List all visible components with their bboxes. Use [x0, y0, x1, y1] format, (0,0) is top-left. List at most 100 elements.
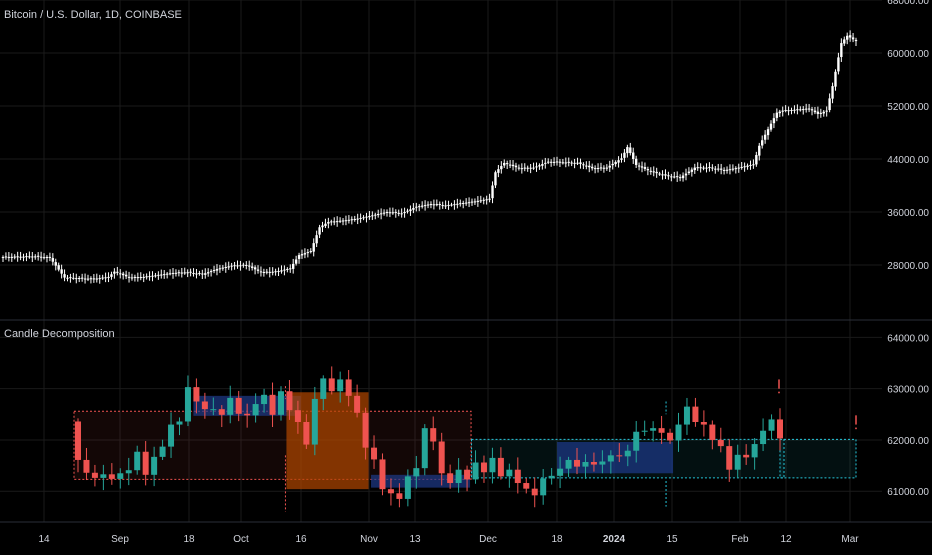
price-candle: [426, 204, 430, 206]
price-candle: [725, 169, 729, 171]
price-candle: [204, 273, 207, 275]
price-candle: [831, 86, 834, 99]
price-candle: [165, 273, 169, 275]
price-candle: [280, 270, 283, 272]
decomp-candle: [277, 391, 284, 415]
decomp-candle: [311, 398, 318, 445]
price-candle: [163, 274, 166, 276]
price-candle: [435, 204, 439, 206]
price-candle: [693, 167, 696, 171]
price-candle: [444, 205, 447, 207]
price-candle: [268, 271, 271, 273]
x-tick-label: Mar: [841, 534, 859, 545]
price-candle: [763, 134, 767, 140]
price-candle: [271, 271, 274, 273]
price-candle: [819, 112, 823, 114]
price-candle: [488, 198, 491, 200]
price-candle: [790, 109, 793, 111]
price-candle: [523, 167, 526, 169]
price-candle: [429, 204, 433, 206]
decomp-candle: [751, 444, 758, 458]
price-candle: [183, 272, 186, 274]
decomp-candle: [193, 387, 200, 402]
decomp-candle: [430, 428, 437, 442]
x-tick-label: 18: [183, 534, 195, 545]
price-candle: [807, 108, 811, 110]
decomp-candle: [607, 455, 614, 462]
decomp-candle: [650, 428, 657, 431]
price-candle: [611, 163, 614, 166]
price-candle: [300, 254, 304, 256]
price-candle: [834, 71, 837, 87]
decomp-candle: [514, 469, 521, 484]
decomp-candle: [582, 462, 589, 467]
price-candle: [851, 37, 855, 40]
price-candle: [309, 251, 312, 253]
price-candle: [356, 218, 359, 220]
price-candle: [590, 166, 594, 169]
decomp-candle: [734, 454, 741, 470]
price-candle: [48, 256, 52, 258]
price-candle: [802, 109, 805, 111]
main-chart-title: Bitcoin / U.S. Dollar, 1D, COINBASE: [4, 9, 182, 21]
price-candle: [385, 212, 389, 213]
price-candle: [236, 265, 239, 267]
price-candle: [412, 208, 415, 210]
price-candle: [274, 271, 277, 273]
decomp-candle: [709, 424, 716, 440]
price-candle: [31, 256, 34, 258]
decomp-candle: [159, 446, 166, 457]
alert-marker-dot: [855, 427, 857, 430]
bullish-zone-box: [779, 438, 857, 479]
indicator-title: Candle Decomposition: [4, 328, 115, 340]
decomp-candle: [354, 395, 361, 413]
y-tick-label-bottom: 63000.00: [887, 385, 929, 396]
price-candle: [89, 278, 93, 280]
price-candle: [69, 277, 72, 279]
price-candle: [564, 162, 568, 164]
decomp-candle: [345, 379, 352, 396]
decomp-candle: [624, 450, 631, 457]
y-tick-label-top: 52000.00: [887, 102, 929, 113]
price-candle: [365, 216, 368, 218]
x-tick-label: 14: [38, 534, 50, 545]
decomp-candle: [641, 430, 648, 432]
price-candle: [541, 164, 544, 166]
price-candle: [221, 267, 225, 269]
price-candle: [107, 276, 110, 278]
price-candle: [567, 161, 570, 163]
price-candle: [233, 265, 236, 267]
price-candle: [324, 223, 327, 227]
decomp-candle: [480, 462, 487, 473]
price-candle: [752, 164, 755, 166]
price-candle: [154, 275, 157, 277]
price-candle: [467, 202, 471, 204]
price-candle: [420, 205, 424, 207]
price-candle: [787, 110, 790, 112]
price-candle: [294, 259, 298, 264]
price-candle: [201, 273, 204, 275]
price-candle: [511, 164, 515, 167]
price-candle: [177, 272, 181, 274]
price-candle: [684, 173, 688, 176]
price-candle: [142, 276, 145, 278]
price-candle: [535, 166, 538, 168]
price-candle: [409, 209, 412, 212]
price-candle: [174, 272, 178, 274]
price-candle: [42, 257, 46, 259]
price-candle: [781, 110, 784, 112]
price-candle: [670, 176, 673, 178]
price-candle: [561, 162, 565, 164]
decomp-candle: [151, 456, 158, 475]
price-candle: [743, 166, 746, 168]
price-candle: [749, 164, 752, 166]
price-candle: [180, 272, 184, 274]
decomp-candle: [210, 409, 217, 411]
decomp-candle: [362, 412, 369, 448]
price-candle: [576, 162, 579, 164]
price-candle: [614, 162, 617, 165]
price-candle: [394, 211, 397, 213]
price-candle: [438, 204, 441, 206]
price-candle: [667, 175, 670, 177]
